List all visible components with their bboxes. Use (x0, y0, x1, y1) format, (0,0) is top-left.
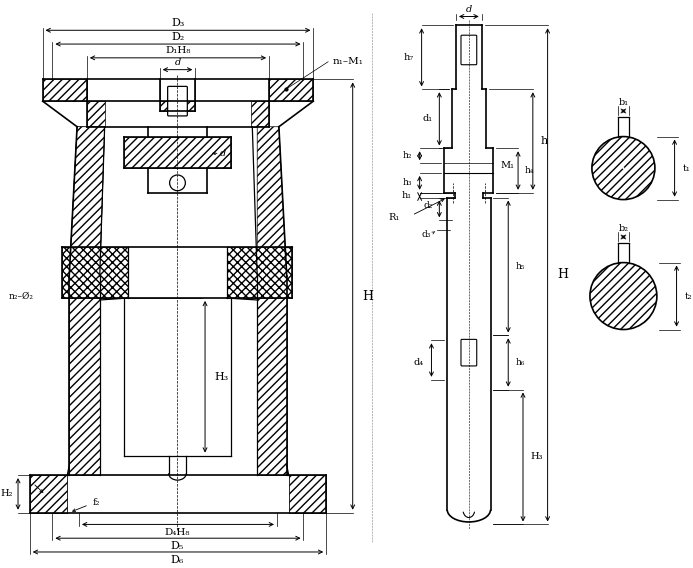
Text: t₁: t₁ (683, 164, 690, 173)
FancyBboxPatch shape (461, 339, 477, 366)
Text: d: d (175, 59, 181, 67)
Text: n₂–Ø₂: n₂–Ø₂ (8, 291, 33, 300)
Text: h₄: h₄ (525, 166, 534, 175)
Text: H: H (557, 269, 568, 281)
Text: D₁H₈: D₁H₈ (165, 47, 191, 56)
Polygon shape (69, 127, 105, 277)
FancyBboxPatch shape (168, 86, 187, 116)
Text: h: h (541, 136, 548, 146)
FancyBboxPatch shape (461, 35, 477, 65)
Text: D₄H₈: D₄H₈ (165, 528, 191, 537)
Text: H: H (362, 290, 374, 303)
Bar (289, 475, 326, 512)
Bar (30, 475, 67, 512)
Text: D₆: D₆ (170, 555, 184, 565)
Polygon shape (69, 127, 105, 475)
Bar (269, 80, 313, 101)
Bar (43, 80, 87, 101)
Text: d₄: d₄ (414, 358, 423, 367)
Text: d₁: d₁ (422, 114, 432, 123)
Text: D₂: D₂ (171, 32, 184, 42)
Bar (124, 136, 231, 168)
Text: D₅: D₅ (171, 541, 184, 551)
Text: f₂: f₂ (93, 498, 100, 507)
Bar (87, 101, 105, 127)
Polygon shape (257, 127, 287, 277)
Text: R₁: R₁ (389, 213, 400, 222)
Bar (160, 101, 195, 111)
Text: b₁: b₁ (618, 98, 629, 107)
Text: h₁: h₁ (402, 191, 412, 200)
Bar (289, 475, 326, 512)
Text: n₁–M₁: n₁–M₁ (333, 57, 364, 66)
Text: D₃: D₃ (171, 18, 184, 28)
Text: H₂: H₂ (1, 490, 13, 498)
Circle shape (622, 167, 624, 169)
Text: H₃: H₃ (215, 372, 229, 382)
Text: M₁: M₁ (500, 161, 514, 170)
Text: h₇: h₇ (403, 53, 414, 62)
Bar (62, 247, 128, 298)
Text: h₅: h₅ (516, 262, 525, 271)
Text: b₂: b₂ (618, 224, 629, 233)
Text: h₂: h₂ (402, 151, 412, 160)
Text: d₃: d₃ (421, 229, 430, 239)
Polygon shape (257, 277, 287, 475)
Text: d₂: d₂ (423, 201, 432, 210)
Text: H₃: H₃ (531, 453, 543, 461)
Text: d: d (466, 5, 472, 14)
Bar (30, 475, 67, 512)
Text: d: d (220, 149, 226, 158)
Text: h₆: h₆ (516, 358, 525, 367)
Bar (227, 247, 292, 298)
Polygon shape (69, 277, 100, 475)
Text: h₃: h₃ (402, 178, 412, 187)
Bar (252, 101, 269, 127)
Text: t₂: t₂ (685, 291, 692, 300)
